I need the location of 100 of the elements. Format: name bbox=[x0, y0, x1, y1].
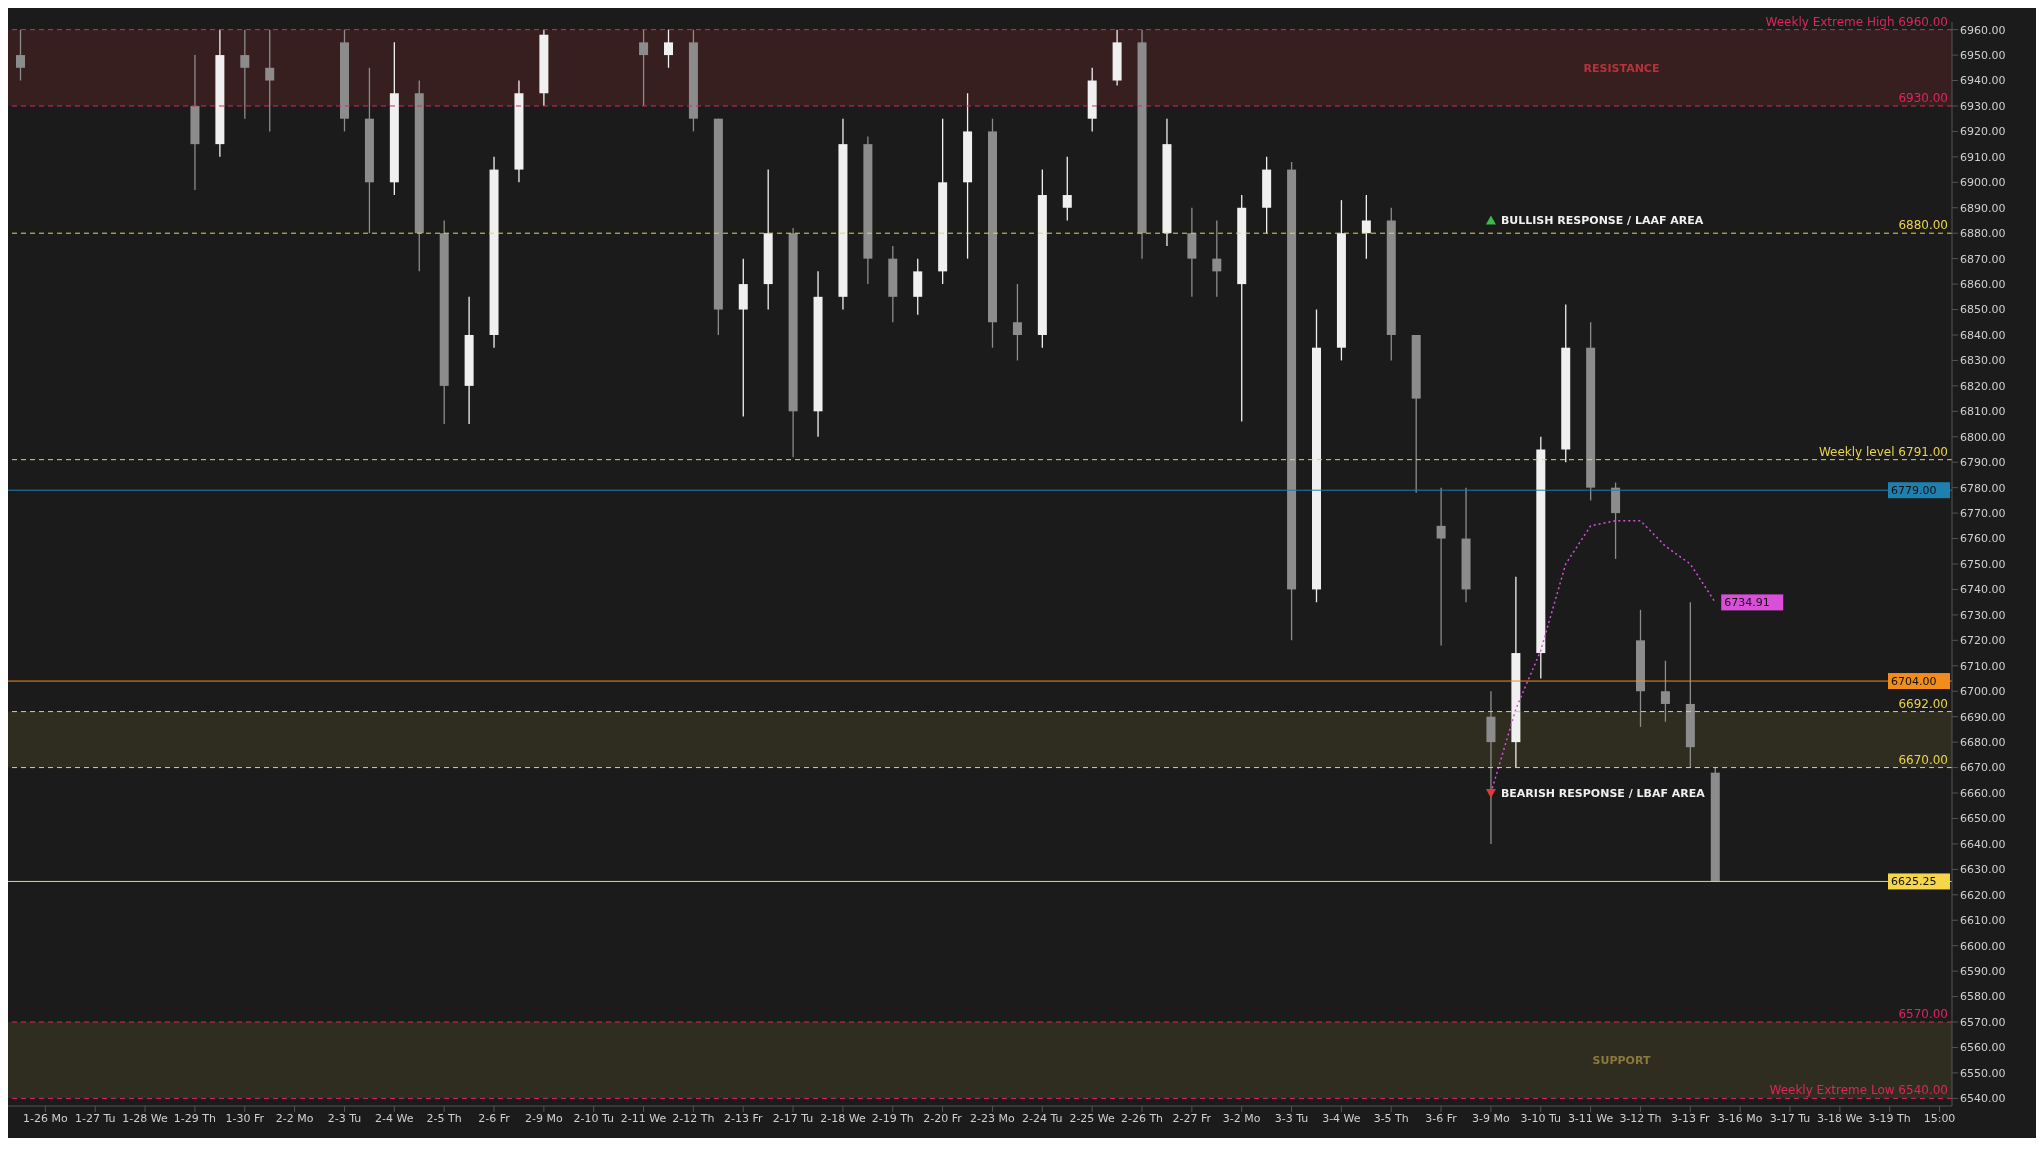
x-tick-label: 3-4 We bbox=[1322, 1111, 1361, 1125]
y-tick-label: 6630.00 bbox=[1960, 863, 2006, 877]
x-tick-label: 1-26 Mo bbox=[23, 1111, 68, 1125]
x-tick-label: 3-11 We bbox=[1567, 1111, 1614, 1125]
candlestick bbox=[1062, 156, 1072, 222]
y-tick-label: 6600.00 bbox=[1960, 939, 2006, 953]
y-tick-label: 6930.00 bbox=[1960, 99, 2006, 113]
x-tick-label: 15:00 bbox=[1923, 1111, 1956, 1125]
x-tick-label: 3-13 Fr bbox=[1671, 1111, 1711, 1125]
y-tick-label: 6670.00 bbox=[1960, 761, 2006, 775]
x-tick-label: 3-12 Th bbox=[1619, 1111, 1662, 1125]
y-tick-label: 6920.00 bbox=[1960, 125, 2006, 139]
y-tick-label: 6650.00 bbox=[1960, 812, 2006, 826]
candlestick bbox=[16, 28, 25, 82]
candlestick bbox=[1660, 660, 1670, 723]
y-tick-label: 6560.00 bbox=[1960, 1041, 2006, 1055]
y-tick-label: 6950.00 bbox=[1960, 48, 2006, 62]
x-tick-label: 2-10 Tu bbox=[573, 1111, 614, 1125]
x-tick-label: 3-16 Mo bbox=[1717, 1111, 1763, 1125]
y-tick-label: 6780.00 bbox=[1960, 481, 2006, 495]
y-tick-label: 6820.00 bbox=[1960, 379, 2006, 393]
x-tick-label: 1-27 Tu bbox=[74, 1111, 116, 1125]
x-tick-label: 2-6 Fr bbox=[478, 1111, 511, 1125]
ref-line-label: 6880.00 bbox=[1898, 218, 1948, 233]
y-tick-label: 6750.00 bbox=[1960, 557, 2006, 571]
y-tick-label: 6760.00 bbox=[1960, 532, 2006, 546]
y-tick-label: 6720.00 bbox=[1960, 634, 2006, 648]
x-tick-label: 2-23 Mo bbox=[970, 1111, 1016, 1125]
x-tick-label: 3-6 Fr bbox=[1425, 1111, 1458, 1125]
x-tick-label: 2-20 Fr bbox=[923, 1111, 963, 1125]
x-tick-label: 3-2 Mo bbox=[1222, 1111, 1261, 1125]
x-tick-label: 2-9 Mo bbox=[525, 1111, 563, 1125]
ref-line-label: 6779.00 bbox=[1891, 484, 1937, 498]
ref-line-label: 6670.00 bbox=[1898, 752, 1948, 767]
x-tick-label: 1-28 We bbox=[122, 1111, 169, 1125]
y-tick-label: 6890.00 bbox=[1960, 201, 2006, 215]
y-tick-label: 6850.00 bbox=[1960, 303, 2006, 317]
ref-line-label: Weekly Extreme High 6960.00 bbox=[1765, 14, 1948, 29]
candlestick bbox=[240, 28, 250, 120]
x-tick-label: 2-17 Tu bbox=[772, 1111, 814, 1125]
y-tick-label: 6700.00 bbox=[1960, 685, 2006, 699]
x-tick-label: 2-12 Th bbox=[672, 1111, 715, 1125]
candlestick bbox=[1436, 487, 1446, 647]
x-tick-label: 2-2 Mo bbox=[275, 1111, 314, 1125]
x-tick-label: 3-5 Th bbox=[1373, 1111, 1409, 1125]
y-tick-label: 6620.00 bbox=[1960, 888, 2006, 902]
x-tick-label: 2-19 Th bbox=[871, 1111, 914, 1125]
ref-line-label: Weekly Extreme Low 6540.00 bbox=[1769, 1083, 1948, 1098]
x-tick-label: 3-19 Th bbox=[1868, 1111, 1911, 1125]
x-tick-label: 2-25 We bbox=[1069, 1111, 1116, 1125]
ref-line-label: 6704.00 bbox=[1891, 675, 1937, 689]
y-tick-label: 6770.00 bbox=[1960, 507, 2006, 521]
x-tick-label: 1-30 Fr bbox=[225, 1111, 265, 1125]
y-tick-label: 6880.00 bbox=[1960, 227, 2006, 241]
x-tick-label: 2-18 We bbox=[820, 1111, 866, 1125]
y-tick-label: 6940.00 bbox=[1960, 74, 2006, 88]
candlestick bbox=[1212, 219, 1222, 298]
annotation: BEARISH RESPONSE / LBAF AREA bbox=[1500, 787, 1706, 801]
band-label: RESISTANCE bbox=[1583, 61, 1660, 75]
x-tick-label: 3-3 Tu bbox=[1274, 1111, 1309, 1125]
y-tick-label: 6610.00 bbox=[1960, 914, 2006, 928]
ref-line-label: 6570.00 bbox=[1898, 1007, 1948, 1022]
x-tick-label: 2-3 Tu bbox=[327, 1111, 362, 1125]
y-tick-label: 6570.00 bbox=[1960, 1015, 2006, 1029]
y-tick-label: 6730.00 bbox=[1960, 608, 2006, 622]
y-tick-label: 6710.00 bbox=[1960, 659, 2006, 673]
annotation: BULLISH RESPONSE / LAAF AREA bbox=[1500, 214, 1704, 228]
band-label: SUPPORT bbox=[1592, 1054, 1651, 1068]
y-tick-label: 6790.00 bbox=[1960, 456, 2006, 470]
y-tick-label: 6870.00 bbox=[1960, 252, 2006, 266]
y-tick-label: 6800.00 bbox=[1960, 430, 2006, 444]
candlestick bbox=[265, 28, 275, 133]
candlestick bbox=[1361, 194, 1371, 260]
ref-line-label: 6692.00 bbox=[1898, 696, 1948, 711]
y-tick-label: 6550.00 bbox=[1960, 1066, 2006, 1080]
x-tick-label: 2-13 Fr bbox=[723, 1111, 763, 1125]
y-tick-label: 6660.00 bbox=[1960, 786, 2006, 800]
candlestick bbox=[664, 28, 673, 69]
x-tick-label: 3-9 Mo bbox=[1472, 1111, 1511, 1125]
data-label: 6734.91 bbox=[1724, 596, 1770, 610]
y-tick-label: 6900.00 bbox=[1960, 176, 2006, 190]
y-tick-label: 6840.00 bbox=[1960, 328, 2006, 342]
y-tick-label: 6740.00 bbox=[1960, 583, 2006, 597]
y-tick-label: 6960.00 bbox=[1960, 23, 2006, 37]
x-tick-label: 3-17 Tu bbox=[1769, 1111, 1811, 1125]
y-tick-label: 6690.00 bbox=[1960, 710, 2006, 724]
x-tick-label: 2-5 Th bbox=[426, 1111, 462, 1125]
x-tick-label: 2-24 Tu bbox=[1022, 1111, 1063, 1125]
y-tick-label: 6830.00 bbox=[1960, 354, 2006, 368]
y-tick-label: 6640.00 bbox=[1960, 837, 2006, 851]
ref-line-label: 6930.00 bbox=[1898, 90, 1948, 105]
candlestick bbox=[1012, 283, 1022, 362]
x-tick-label: 2-4 We bbox=[375, 1111, 414, 1125]
x-tick-label: 2-11 We bbox=[620, 1111, 667, 1125]
y-tick-label: 6590.00 bbox=[1960, 965, 2006, 979]
y-tick-label: 6860.00 bbox=[1960, 278, 2006, 291]
y-tick-label: 6910.00 bbox=[1960, 150, 2006, 164]
candlestick bbox=[639, 28, 649, 107]
y-tick-label: 6580.00 bbox=[1960, 990, 2006, 1004]
x-tick-label: 1-29 Th bbox=[173, 1111, 217, 1125]
